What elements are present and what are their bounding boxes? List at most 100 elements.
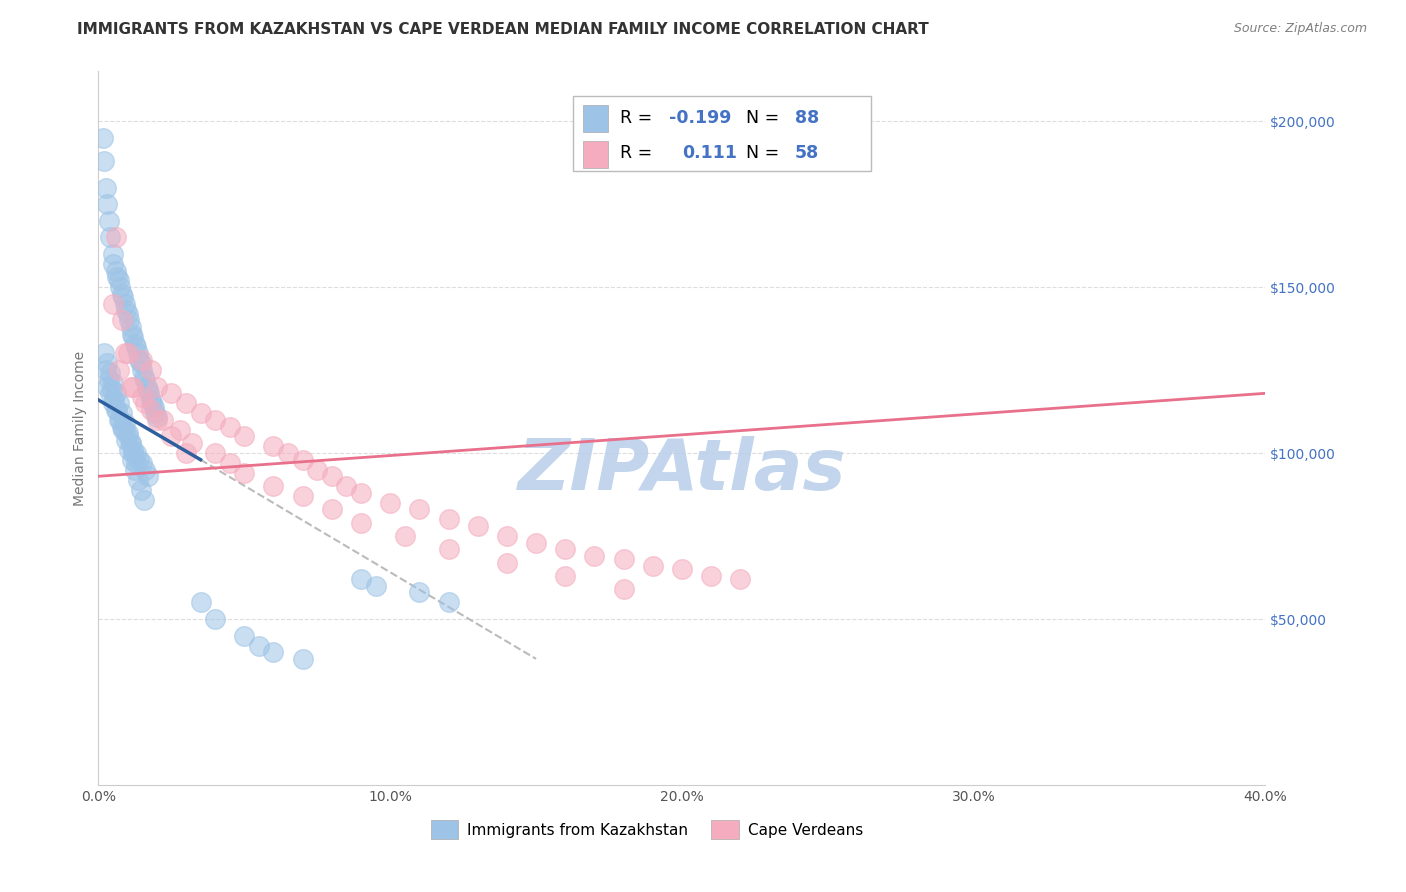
- FancyBboxPatch shape: [582, 141, 609, 168]
- Point: [554, 542, 576, 557]
- Point: [190, 595, 212, 609]
- Point: [108, 413, 131, 427]
- Point: [408, 502, 430, 516]
- Point: [730, 572, 752, 586]
- Point: [204, 612, 226, 626]
- Point: [101, 376, 124, 391]
- Point: [94, 363, 117, 377]
- Point: [218, 456, 240, 470]
- Point: [204, 413, 226, 427]
- Point: [496, 529, 519, 543]
- Text: R =: R =: [620, 109, 658, 127]
- Point: [121, 326, 143, 341]
- Point: [139, 403, 162, 417]
- Point: [112, 290, 135, 304]
- Point: [98, 386, 121, 401]
- Text: ZIPAtlas: ZIPAtlas: [517, 436, 846, 506]
- Point: [128, 353, 150, 368]
- Point: [110, 280, 132, 294]
- Point: [291, 652, 314, 666]
- Point: [94, 180, 117, 194]
- Point: [104, 230, 127, 244]
- Point: [128, 452, 150, 467]
- Point: [124, 336, 146, 351]
- Point: [190, 406, 212, 420]
- Point: [143, 406, 166, 420]
- Point: [152, 413, 174, 427]
- Point: [496, 556, 519, 570]
- Point: [263, 645, 285, 659]
- Point: [204, 446, 226, 460]
- Point: [108, 396, 131, 410]
- Point: [112, 423, 135, 437]
- Point: [104, 263, 127, 277]
- Point: [641, 558, 664, 573]
- Point: [138, 386, 160, 401]
- Point: [247, 639, 270, 653]
- Point: [380, 496, 402, 510]
- Text: 58: 58: [796, 145, 820, 162]
- Point: [101, 247, 124, 261]
- Point: [117, 307, 139, 321]
- Point: [105, 270, 128, 285]
- Point: [136, 469, 159, 483]
- Point: [180, 436, 202, 450]
- Point: [408, 585, 430, 599]
- Text: R =: R =: [620, 145, 658, 162]
- Point: [160, 429, 183, 443]
- Point: [121, 452, 143, 467]
- Point: [108, 363, 131, 377]
- Point: [120, 379, 142, 393]
- Point: [554, 569, 576, 583]
- Point: [146, 379, 169, 393]
- Point: [142, 400, 165, 414]
- Point: [115, 303, 138, 318]
- Point: [117, 346, 139, 360]
- Point: [139, 392, 162, 407]
- Point: [129, 356, 152, 370]
- Point: [174, 446, 197, 460]
- Point: [134, 373, 156, 387]
- Point: [613, 582, 636, 596]
- Point: [100, 383, 122, 397]
- Point: [233, 466, 256, 480]
- Point: [291, 452, 314, 467]
- Point: [160, 386, 183, 401]
- Point: [136, 383, 159, 397]
- Point: [122, 446, 145, 460]
- Point: [233, 429, 256, 443]
- Point: [98, 230, 121, 244]
- Point: [101, 257, 124, 271]
- Point: [115, 433, 138, 447]
- Y-axis label: Median Family Income: Median Family Income: [73, 351, 87, 506]
- Point: [350, 516, 373, 530]
- Point: [146, 409, 169, 424]
- Point: [394, 529, 416, 543]
- Point: [122, 379, 145, 393]
- Point: [524, 535, 547, 549]
- Legend: Immigrants from Kazakhstan, Cape Verdeans: Immigrants from Kazakhstan, Cape Verdean…: [425, 814, 869, 845]
- Point: [91, 130, 114, 145]
- Point: [110, 413, 132, 427]
- Point: [169, 423, 191, 437]
- Point: [139, 363, 162, 377]
- Point: [93, 346, 115, 360]
- Point: [132, 369, 155, 384]
- Text: N =: N =: [747, 109, 785, 127]
- Point: [321, 469, 343, 483]
- Point: [263, 439, 285, 453]
- Point: [111, 313, 134, 327]
- Point: [96, 379, 118, 393]
- Point: [134, 396, 156, 410]
- Point: [117, 426, 139, 441]
- Point: [122, 330, 145, 344]
- Point: [111, 286, 134, 301]
- Text: -0.199: -0.199: [669, 109, 731, 127]
- Point: [583, 549, 606, 563]
- Point: [117, 429, 139, 443]
- Text: 88: 88: [796, 109, 820, 127]
- Point: [93, 153, 115, 168]
- Point: [96, 356, 118, 370]
- Text: Source: ZipAtlas.com: Source: ZipAtlas.com: [1233, 22, 1367, 36]
- Point: [114, 416, 136, 430]
